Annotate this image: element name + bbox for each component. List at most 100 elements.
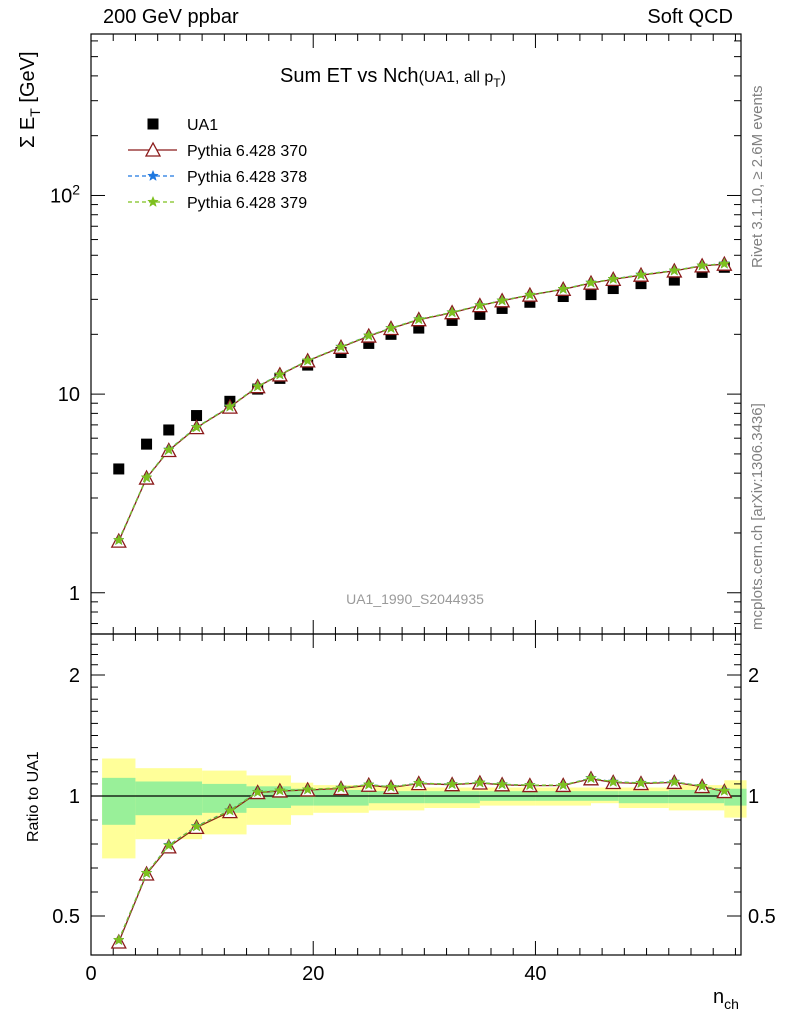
series-point-ratio (474, 776, 486, 788)
ratio-y-tick-label: 1 (69, 786, 80, 808)
series-point-main (301, 354, 314, 366)
series-point-ratio (385, 780, 397, 793)
green-band (135, 781, 203, 816)
x-axis-title: nch (713, 986, 739, 1012)
series-point-main (112, 533, 125, 546)
analysis-watermark: UA1_1990_S2044935 (346, 591, 484, 607)
data-point (524, 296, 536, 308)
series-point-main (190, 421, 203, 433)
ratio-y-tick-label-right: 2 (748, 665, 759, 687)
data-point (557, 291, 569, 303)
data-point (635, 278, 647, 290)
green-band (424, 791, 480, 804)
ratio-y-tick-label-right: 0.5 (748, 906, 776, 928)
data-point (585, 289, 597, 301)
chart-text: 0 20 40 1 10 102 0.5 0.5 1 1 2 2 Σ ET [GeV] Ratio to … (17, 51, 776, 1012)
data-point (474, 308, 486, 320)
legend-label: UA1 (187, 117, 218, 134)
series-point-ratio (301, 783, 314, 795)
rivet-label: Rivet 3.1.10, ≥ 2.6M events (749, 85, 766, 269)
series-point-ratio (140, 866, 153, 879)
green-band (368, 791, 425, 804)
series-point-ratio (607, 775, 620, 787)
series-point-main (446, 306, 458, 318)
series-point-ratio (635, 776, 647, 789)
y-axis-title: Σ ET [GeV] (17, 51, 43, 148)
data-point (141, 438, 153, 450)
y-tick-label: 10 (58, 384, 80, 406)
y-tick-label: 1 (69, 583, 80, 605)
data-point (668, 274, 680, 286)
x-tick-label: 40 (524, 963, 546, 985)
series-point-main (224, 400, 236, 412)
series-point-ratio (668, 775, 681, 787)
legend-marker (147, 195, 159, 207)
green-band (313, 789, 369, 806)
series-point-ratio (446, 778, 458, 790)
series-point-ratio (162, 839, 175, 851)
legend-marker (147, 118, 159, 130)
series-point-ratio (362, 778, 375, 790)
series-point-ratio (335, 781, 347, 793)
legend-marker (147, 169, 159, 181)
series-point-main (635, 268, 647, 280)
series-point-main (557, 282, 570, 295)
legend-marker (144, 141, 162, 157)
series-point-main (496, 294, 508, 306)
data-point (113, 463, 125, 475)
x-tick-label: 20 (302, 963, 324, 985)
process-header: Soft QCD (647, 6, 733, 28)
series-point-ratio (412, 776, 425, 789)
series-point-main (162, 443, 175, 455)
data-point (496, 302, 508, 314)
data-point (607, 283, 619, 295)
series-point-ratio (112, 933, 125, 946)
ratio-y-tick-label: 2 (69, 665, 80, 687)
series-point-ratio (718, 784, 731, 796)
series-line-main (118, 263, 725, 541)
data-point (363, 337, 375, 349)
data-point (446, 314, 458, 326)
green-band (202, 783, 247, 813)
legend-entry: Pythia 6.428 379 (128, 195, 307, 212)
energy-header: 200 GeV ppbar (103, 6, 239, 28)
plot-frames (90, 33, 742, 956)
ratio-y-tick-label-right: 1 (748, 786, 759, 808)
legend-entry: Pythia 6.428 378 (128, 169, 307, 186)
green-band (618, 791, 669, 804)
data-point (191, 410, 203, 422)
plot-title: Sum ET vs Nch(UA1, all pT) (280, 65, 506, 90)
legend-label: Pythia 6.428 378 (187, 169, 307, 186)
series-point-ratio (274, 784, 286, 796)
x-tick-label: 0 (85, 963, 96, 985)
series-point-main (385, 322, 397, 334)
series-point-main (362, 329, 375, 341)
series-point-main (696, 259, 708, 271)
series-point-main (140, 471, 153, 483)
ratio-frame (90, 633, 742, 956)
series-point-main (335, 340, 347, 352)
series-point-main (251, 380, 264, 392)
series-point-ratio (557, 778, 570, 791)
series-point-ratio (696, 779, 708, 792)
series-line-main (118, 263, 725, 542)
series-point-ratio (224, 804, 236, 816)
ratio-y-tick-label: 0.5 (52, 906, 80, 928)
legend-entry: UA1 (147, 117, 218, 134)
series-point-ratio (524, 778, 536, 791)
series-point-main (668, 264, 681, 276)
series-point-ratio (190, 820, 203, 832)
series-point-main (524, 288, 536, 300)
legend-entry: Pythia 6.428 370 (128, 141, 307, 160)
uncertainty-bands (102, 758, 747, 859)
series-point-main (607, 272, 620, 285)
series-point-main (274, 368, 286, 380)
legend-label: Pythia 6.428 379 (187, 195, 307, 212)
series-line-main (118, 262, 725, 541)
series-point-ratio (496, 778, 508, 790)
series-point-main (585, 276, 597, 288)
series-point-ratio (251, 785, 264, 798)
mcplots-label: mcplots.cern.ch [arXiv:1306.3436] (749, 403, 766, 630)
ratio-y-axis-title: Ratio to UA1 (25, 751, 42, 842)
